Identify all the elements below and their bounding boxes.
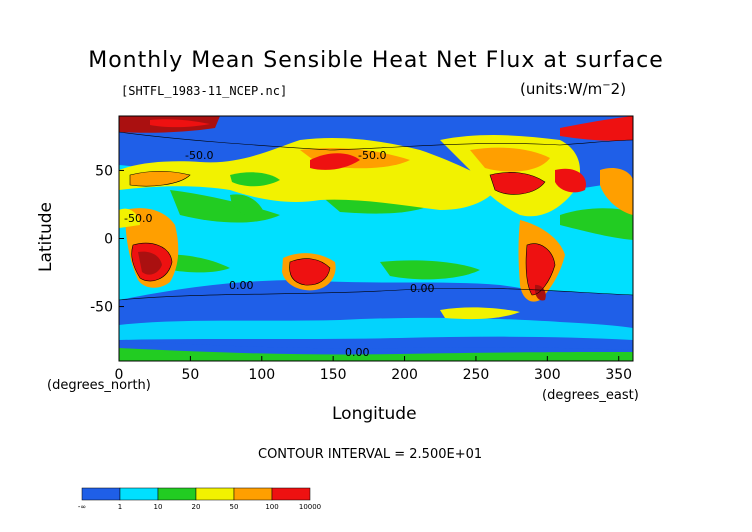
y-tick-labels: 50 0 -50: [90, 163, 113, 315]
x-axis-unit: (degrees_east): [542, 388, 639, 403]
x-tick-label: 0: [115, 367, 124, 383]
contour-lines: [119, 131, 633, 301]
contour-label: -50.0: [358, 149, 386, 162]
colorbar-label: 50: [230, 503, 239, 511]
colorbar-label: 10: [154, 503, 163, 511]
x-tick-label: 350: [605, 367, 632, 383]
contour-label: -50.0: [185, 149, 213, 162]
contour-label: -50.0: [124, 212, 152, 225]
colorbar-swatch: [119, 487, 159, 501]
x-tick-marks: [118, 356, 620, 361]
colorbar-label: -∞: [78, 503, 86, 511]
y-axis-label: Latitude: [36, 202, 56, 272]
x-tick-label: 300: [534, 367, 561, 383]
x-tick-label: 100: [248, 367, 275, 383]
file-label: [SHTFL_1983-11_NCEP.nc]: [121, 84, 288, 98]
x-tick-label: 250: [463, 367, 490, 383]
units-label: (units:W/m−2): [520, 80, 627, 98]
colorbar: [81, 487, 311, 501]
contour-interval: CONTOUR INTERVAL = 2.500E+01: [258, 447, 483, 462]
colorbar-swatch: [195, 487, 235, 501]
contour-label: 0.00: [229, 279, 254, 292]
contour-label: 0.00: [345, 346, 370, 359]
x-tick-labels: 0 50 100 150 200 250 300 350: [115, 367, 633, 383]
colorbar-swatch: [271, 487, 311, 501]
y-tick-marks: [119, 169, 124, 308]
x-tick-label: 50: [181, 367, 199, 383]
x-axis-label: Longitude: [332, 404, 417, 424]
colorbar-label: 100: [265, 503, 278, 511]
y-tick-label: 0: [104, 232, 113, 248]
x-tick-label: 150: [320, 367, 347, 383]
colorbar-labels: -∞ 1 10 20 50 100 10000: [78, 503, 321, 511]
colorbar-label: 1: [118, 503, 122, 511]
colorbar-label: 20: [192, 503, 201, 511]
colorbar-swatch: [81, 487, 121, 501]
colorbar-swatch: [157, 487, 197, 501]
chart-title: Monthly Mean Sensible Heat Net Flux at s…: [88, 48, 664, 73]
contour-label: 0.00: [410, 282, 435, 295]
x-tick-label: 200: [391, 367, 418, 383]
colorbar-swatch: [233, 487, 273, 501]
map-fill: [119, 116, 633, 361]
y-tick-label: 50: [95, 163, 113, 179]
colorbar-label: 10000: [299, 503, 321, 511]
y-axis-unit: (degrees_north): [47, 378, 151, 393]
contour-label-group: -50.0 -50.0 -50.0 0.00 0.00 0.00: [124, 149, 435, 359]
y-tick-label: -50: [90, 300, 113, 316]
